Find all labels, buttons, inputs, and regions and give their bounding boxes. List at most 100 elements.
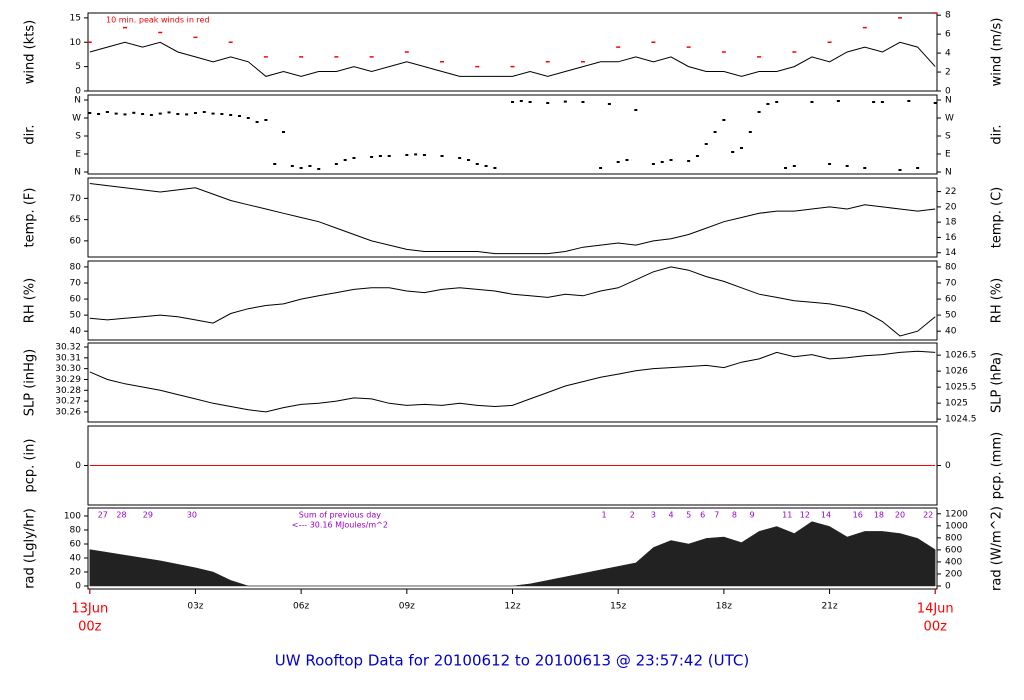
y-tick-label: 50 [70,311,82,321]
annotation: 22 [923,511,933,520]
y2-axis-title: pcp. (mm) [990,432,1005,499]
dir-point [193,112,197,114]
annotation: 1 [602,511,607,520]
dir-point [484,165,488,167]
annotation: 7 [714,511,719,520]
annotation: 9 [750,511,755,520]
dir-point [149,114,153,116]
annotation: 16 [853,511,863,520]
x-tick-label: 18z [716,602,732,612]
dir-point [370,156,374,158]
y2-tick-label: 14 [945,248,957,258]
dir-point [176,113,180,115]
dir-point [405,154,409,156]
annotation: 28 [116,511,126,520]
annotation: 27 [98,511,108,520]
dir-point [317,168,321,170]
chart-title: UW Rooftop Data for 20100612 to 20100613… [275,652,749,670]
dir-point [264,119,268,121]
annotation: 20 [895,511,905,520]
y-tick-label: 60 [70,236,82,246]
dir-point [872,101,876,103]
legend-text: 10 min. peak winds in red [106,16,210,25]
dir-point [132,111,136,114]
y-tick-label: 70 [70,194,82,204]
y-tick-label: N [74,168,81,178]
y2-tick-label: 22 [945,187,956,197]
dir-point [229,114,233,116]
y2-axis-title: dir. [990,124,1005,144]
y-tick-label: 60 [70,539,82,549]
dir-point [713,131,717,133]
dir-point [748,131,752,133]
y2-axis-title: wind (m/s) [990,18,1005,87]
y-tick-label: W [72,114,81,124]
dir-point [141,113,145,115]
annotation: 18 [874,511,884,520]
y-tick-label: N [74,96,81,106]
dir-point [792,165,796,167]
y2-axis-title: rad (W/m^2) [990,506,1005,591]
y2-axis-title: RH (%) [990,278,1005,323]
annotation: <--- 30.16 MJoules/m^2 [292,521,388,530]
dir-point [440,155,444,157]
y2-tick-label: N [945,168,952,178]
x-tick-label: 12z [504,602,520,612]
annotation: Sum of previous day [299,511,381,520]
annotation: 6 [700,511,705,520]
y2-tick-label: 1026 [945,367,968,377]
dir-point [378,155,382,157]
y2-tick-label: 200 [945,569,962,579]
plot-frame [87,342,938,423]
plot-frame [87,94,938,175]
y2-tick-label: S [945,132,951,142]
annotation: 12 [800,511,810,520]
dir-point [766,103,770,105]
series-line [89,266,936,337]
dir-point [863,167,867,169]
y2-tick-label: 1000 [945,521,968,531]
dir-point [290,165,294,167]
dir-point [493,167,497,169]
y2-tick-label: N [945,96,952,106]
dir-point [255,121,259,123]
y-tick-label: 30.28 [55,386,81,396]
dir-point [722,119,726,121]
y2-tick-label: 1200 [945,509,968,519]
dir-point [669,159,673,161]
dir-point [246,117,250,119]
dir-point [599,167,603,169]
dir-point [757,111,761,113]
x-tick-label: 03z [187,602,203,612]
dir-point [784,167,788,169]
plot-frame [87,260,938,341]
dir-point [828,163,832,165]
dir-point [105,111,109,113]
y-tick-label: 30.27 [55,397,81,407]
dir-point [123,113,127,116]
y2-tick-label: 70 [945,278,957,288]
x-date-label: 13Jun [71,602,108,617]
y2-axis-title: SLP (hPa) [990,352,1005,413]
dir-point [695,155,699,157]
dir-point [880,101,884,103]
dir-point [422,154,426,156]
dir-point [414,153,418,156]
annotation: 5 [686,511,691,520]
annotation: 29 [143,511,153,520]
dir-point [731,151,735,153]
x-tick-label: 00z [78,620,102,635]
y2-tick-label: 60 [945,295,957,305]
dir-point [687,160,691,162]
y-tick-label: 30.31 [55,353,81,363]
y-tick-label: 65 [70,215,81,225]
y2-tick-label: 0 [945,87,951,97]
y2-tick-label: 6 [945,30,951,40]
y2-tick-label: 1026.5 [945,351,977,361]
y2-tick-label: 800 [945,533,962,543]
dir-point [651,163,655,165]
y2-tick-label: 80 [945,262,957,272]
y-axis-title: rad (Lgly/hr) [23,508,38,589]
y-tick-label: 70 [70,278,82,288]
